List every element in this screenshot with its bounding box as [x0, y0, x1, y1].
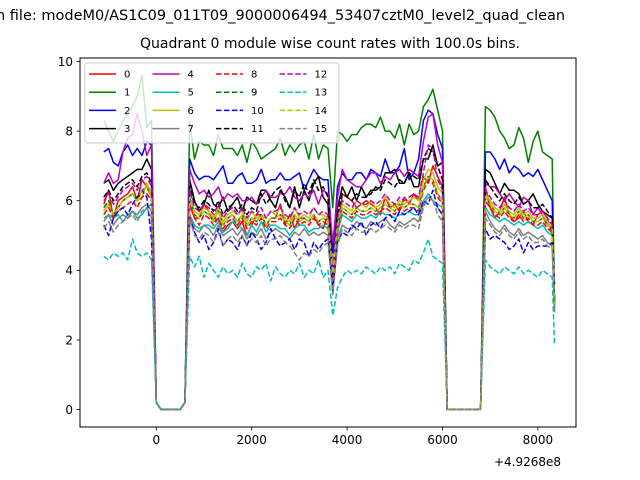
legend-label-10: 10 — [251, 106, 264, 117]
series-lines — [103, 74, 556, 411]
legend-label-5: 5 — [188, 88, 194, 99]
x-tick-label: 6000 — [427, 433, 458, 447]
y-tick-label: 10 — [58, 55, 73, 69]
y-tick-label: 6 — [65, 194, 73, 208]
legend-label-0: 0 — [124, 70, 130, 81]
legend-label-4: 4 — [188, 70, 194, 81]
legend-label-6: 6 — [188, 106, 194, 117]
series-line-13 — [103, 238, 556, 411]
y-tick-label: 0 — [65, 403, 73, 417]
y-tick-label: 2 — [65, 333, 73, 347]
legend-box — [84, 62, 340, 144]
x-offset-label: +4.9268e8 — [494, 455, 561, 469]
legend-label-11: 11 — [251, 124, 264, 135]
legend-label-7: 7 — [188, 124, 194, 135]
y-axis: 0 2 4 6 8 10 — [58, 55, 80, 417]
x-axis: 0 2000 4000 6000 8000 — [152, 427, 553, 447]
x-tick-label: 0 — [152, 433, 160, 447]
x-tick-label: 2000 — [236, 433, 267, 447]
legend-label-14: 14 — [315, 106, 328, 117]
legend-label-9: 9 — [251, 88, 257, 99]
legend-label-15: 15 — [315, 124, 328, 135]
figure-suptitle: h file: modeM0/AS1C09_011T09_9000006494_… — [0, 8, 566, 24]
legend-label-8: 8 — [251, 70, 257, 81]
x-tick-label: 8000 — [523, 433, 554, 447]
legend-label-12: 12 — [315, 70, 328, 81]
series-line-15 — [103, 196, 556, 411]
legend-label-2: 2 — [124, 106, 130, 117]
chart-title: Quadrant 0 module wise count rates with … — [140, 36, 520, 52]
legend-label-13: 13 — [315, 88, 328, 99]
x-tick-label: 4000 — [332, 433, 363, 447]
legend-label-1: 1 — [124, 88, 130, 99]
axes-frame — [79, 57, 577, 428]
legend-label-3: 3 — [124, 124, 130, 135]
y-tick-label: 4 — [65, 264, 73, 278]
y-tick-label: 8 — [65, 124, 73, 138]
